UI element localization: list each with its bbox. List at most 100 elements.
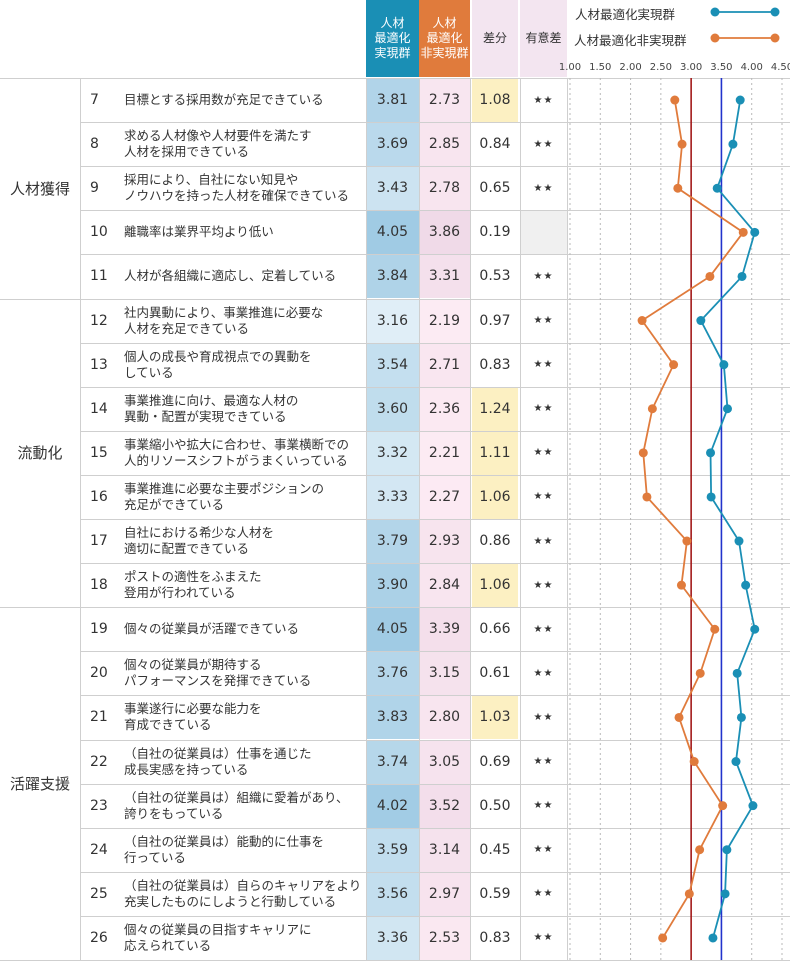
row-label: 離職率は業界平均より低い [124,224,274,240]
value-difference: 0.53 [472,254,518,299]
legend-marker [710,7,720,17]
legend-marker [710,33,720,43]
row-label: 事業推進に向け、最適な人材の 異動・配置が実現できている [124,392,299,424]
row-number: 19 [90,621,108,638]
row-divider [80,475,790,476]
group-label: 人材獲得 [9,179,70,198]
row-label: 求める人材像や人材要件を満たす 人材を採用できている [124,128,312,160]
value-non-real: 2.73 [419,78,470,123]
column-divider [80,78,81,960]
value-non-real: 3.52 [419,783,470,828]
row-number: 17 [90,533,108,550]
row-label: （自社の従業員は）組織に愛着があり、 誇りをもっている [124,789,349,821]
row-divider [80,431,790,432]
row-label: 個々の従業員が期待する パフォーマンスを発揮できている [124,657,312,689]
data-point [750,624,760,634]
axis-tick-label: 1.00 [558,62,582,73]
row-label: 社内異動により、事業推進に必要な 人材を充足できている [124,304,324,336]
value-non-real: 2.78 [419,166,470,211]
row-divider [80,695,790,696]
value-real: 3.43 [366,166,419,211]
row-divider [80,607,790,608]
data-point [748,801,758,811]
row-number: 8 [90,136,99,153]
data-point [706,492,716,502]
value-significance: ★★ [520,78,567,123]
row-label: （自社の従業員は）自らのキャリアをより 充実したものにしようと行動している [124,877,362,909]
row-divider [80,828,790,829]
column-divider [366,78,367,960]
value-real: 4.05 [366,210,419,255]
data-point [637,316,647,326]
column-divider [470,78,471,960]
value-non-real: 2.97 [419,871,470,916]
table-top-border [0,78,80,79]
row-label: 人材が各組織に適応し、定着している [124,268,337,284]
row-divider [80,78,790,79]
data-point [735,95,745,105]
group-label: 流動化 [17,444,63,463]
value-real: 3.54 [366,342,419,387]
row-label: 事業縮小や拡大に合わせ、事業横断での 人的リソースシフトがうまくいっている [124,436,350,468]
value-significance: ★★ [520,695,567,740]
data-point [674,712,684,722]
data-point [741,580,751,590]
value-non-real: 2.27 [419,474,470,519]
column-divider [419,78,420,960]
data-point [731,757,741,767]
value-difference: 0.45 [472,827,518,872]
value-significance: ★★ [520,166,567,211]
legend-label: 人材最適化非実現群 [574,33,687,48]
value-difference: 1.06 [472,563,518,608]
value-significance: ★★ [520,430,567,475]
value-significance: ★★ [520,607,567,652]
data-point [720,889,730,899]
value-non-real: 2.80 [419,695,470,740]
value-real: 4.02 [366,783,419,828]
row-divider [80,740,790,741]
value-difference: 1.24 [472,386,518,431]
header-difference: 差分 [472,0,518,77]
data-point [705,271,715,281]
column-divider [520,78,521,960]
data-point [695,668,705,678]
data-point [718,801,728,811]
data-point [708,933,718,943]
row-label: 事業推進に必要な主要ポジションの 充足ができている [124,480,325,512]
data-point [736,712,746,722]
value-significance: ★★ [520,254,567,299]
value-difference: 0.69 [472,739,518,784]
axis-tick-label: 4.50 [770,62,790,73]
header-significance: 有意差 [520,0,567,77]
header-real-group: 人材 最適化 実現群 [366,0,419,77]
data-point [682,536,692,546]
row-label: 個々の従業員の目指すキャリアに 応えられている [124,921,312,953]
data-point [670,95,680,105]
row-divider [80,872,790,873]
row-divider [80,651,790,652]
value-difference: 1.08 [472,78,518,123]
value-non-real: 2.53 [419,915,470,960]
data-point [710,624,720,634]
row-number: 18 [90,577,108,594]
data-point [722,845,732,855]
value-significance: ★★ [520,122,567,167]
value-real: 3.33 [366,474,419,519]
value-difference: 1.03 [472,695,518,740]
value-difference: 1.06 [472,474,518,519]
row-number: 7 [90,92,99,109]
value-real: 3.81 [366,78,419,123]
axis-tick-label: 2.00 [619,62,642,73]
row-number: 13 [90,356,108,373]
row-label: 個々の従業員が活躍できている [124,621,300,637]
value-non-real: 3.15 [419,651,470,696]
value-real: 3.32 [366,430,419,475]
data-point [638,448,648,458]
axis-tick-label: 4.00 [740,62,763,73]
group-label: 活躍支援 [9,775,70,794]
row-number: 9 [90,180,99,197]
column-divider [567,78,568,960]
row-number: 14 [90,400,108,417]
data-point [684,889,694,899]
value-real: 3.36 [366,915,419,960]
